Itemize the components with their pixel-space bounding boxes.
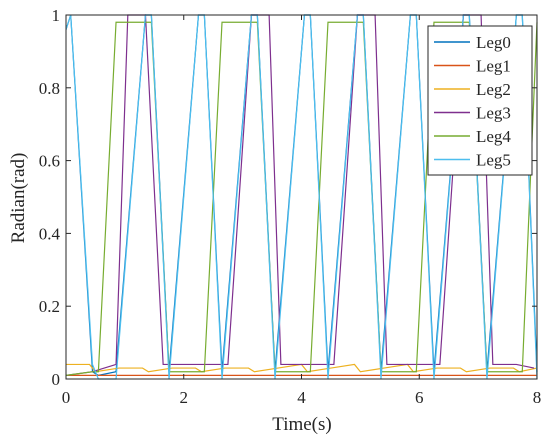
legend-label-leg3: Leg3 (476, 104, 511, 123)
series-line-leg2 (66, 363, 538, 373)
y-tick-label: 0.6 (39, 152, 60, 171)
legend-label-leg5: Leg5 (476, 151, 511, 170)
y-tick-label: 0 (52, 370, 61, 389)
axes: 0 2 4 6 8 0 0.2 0.4 0.6 0.8 1 (39, 6, 542, 407)
series-line-leg4 (65, 21, 538, 376)
y-axis-label: Radian(rad) (8, 153, 29, 244)
x-tick-label: 2 (180, 388, 189, 407)
y-tick-label: 0.2 (39, 297, 60, 316)
x-tick-label: 0 (62, 388, 71, 407)
x-axis-label: Time(s) (272, 414, 331, 435)
x-tick-label: 4 (297, 388, 306, 407)
x-tick-label: 6 (415, 388, 424, 407)
legend-label-leg4: Leg4 (476, 127, 511, 146)
legend-label-leg1: Leg1 (476, 57, 511, 76)
y-tick-label: 0.4 (39, 224, 61, 243)
legend-label-leg0: Leg0 (476, 33, 511, 52)
y-tick-label: 0.8 (39, 79, 60, 98)
legend: Leg0 Leg1 Leg2 Leg3 Leg4 Leg5 (427, 25, 533, 176)
legend-label-leg2: Leg2 (476, 80, 511, 99)
legend-box (427, 25, 533, 176)
x-tick-label: 8 (533, 388, 542, 407)
y-tick-label: 1 (52, 6, 61, 25)
